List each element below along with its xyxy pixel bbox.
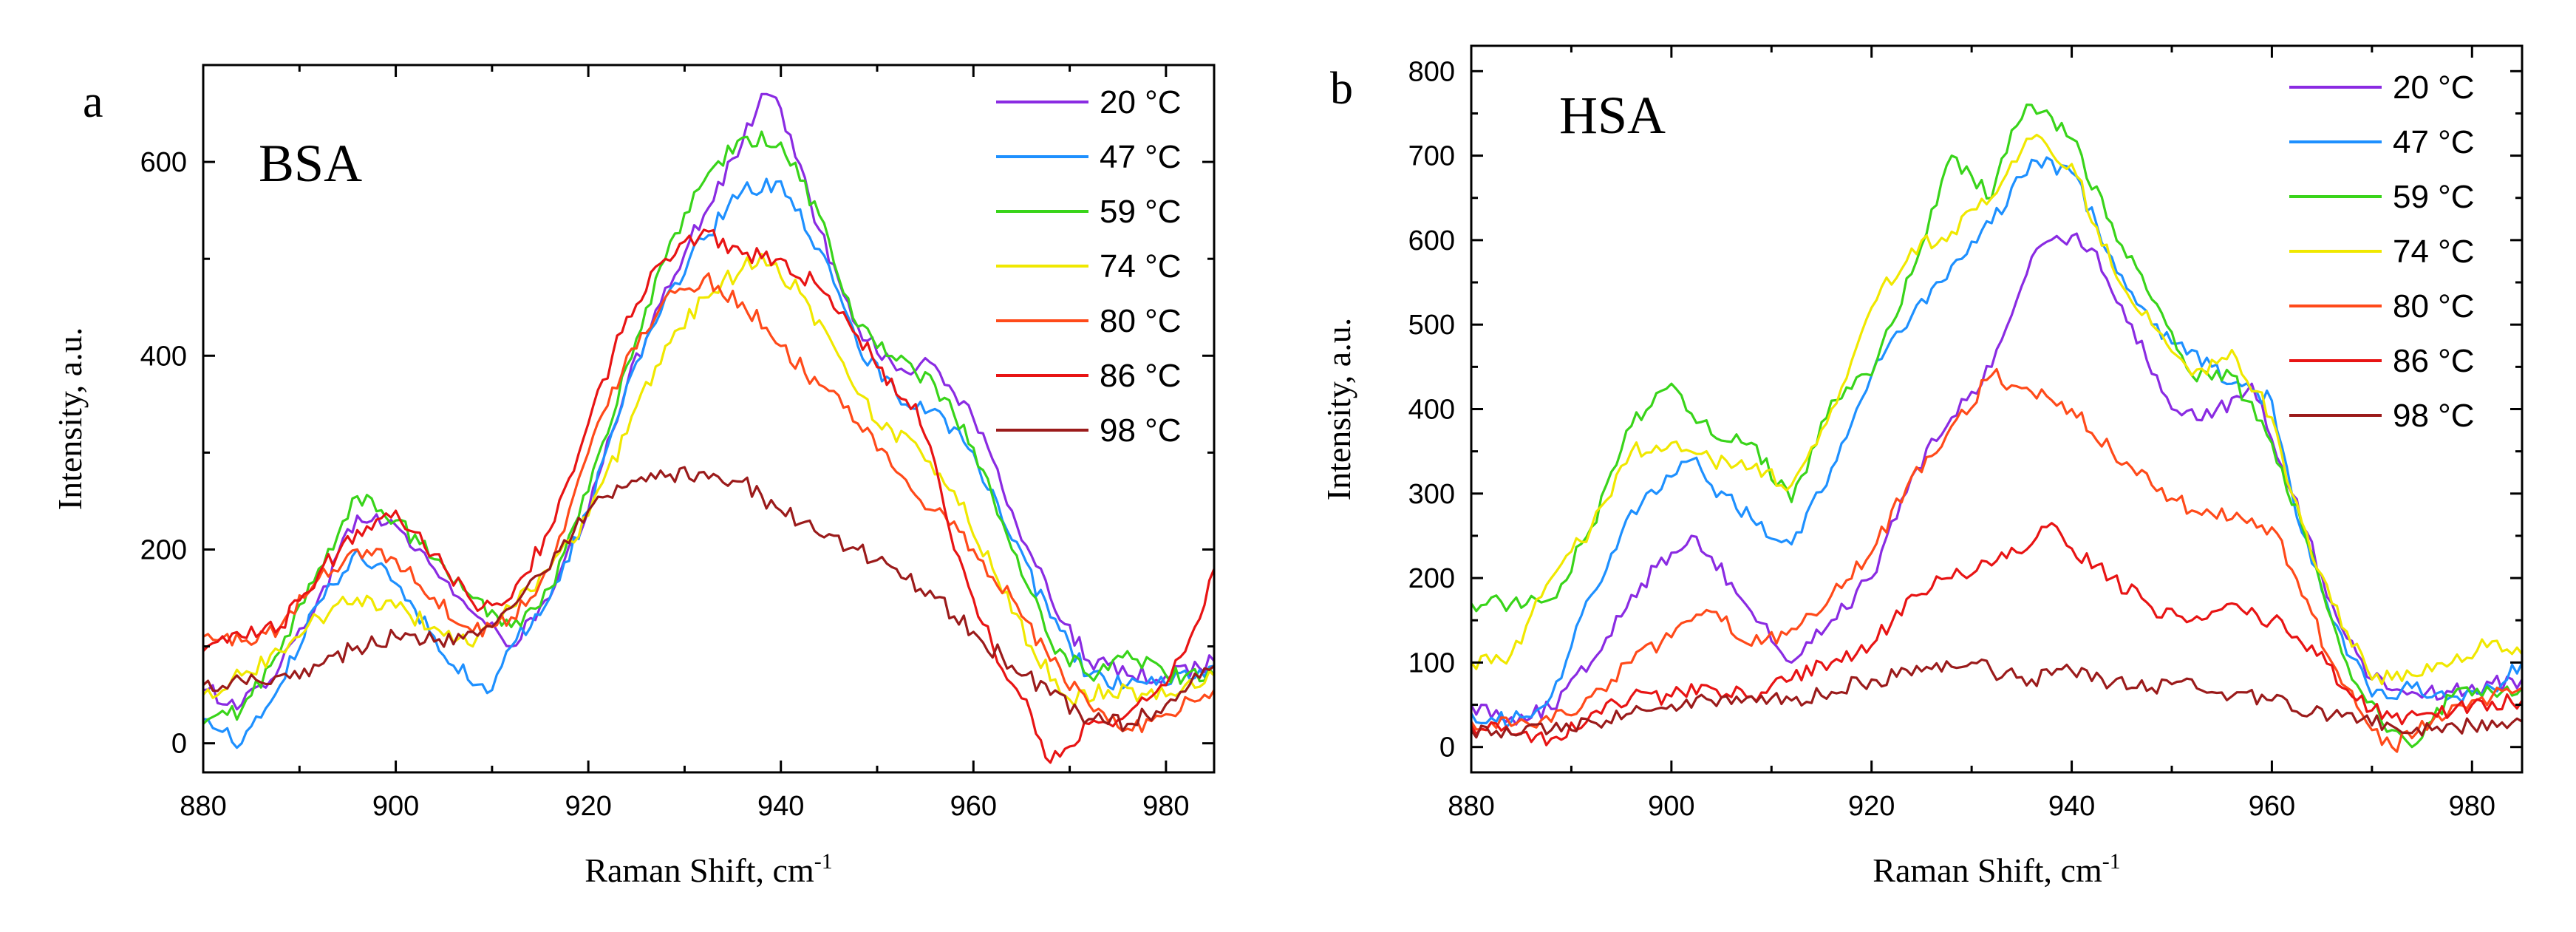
legend-label: 80 °C bbox=[2393, 288, 2475, 324]
legend-label: 74 °C bbox=[2393, 234, 2475, 270]
series-line-98C bbox=[203, 466, 1214, 732]
chart-panel-a: 880 900 920 940 960 980 0 200 400 600 Raman Shift,… bbox=[51, 64, 1216, 889]
legend-label: 20 °C bbox=[2393, 69, 2475, 106]
legend-label: 98 °C bbox=[1100, 412, 1182, 449]
sample-label: BSA bbox=[259, 134, 362, 193]
series-group bbox=[203, 92, 1214, 764]
y-tick-label: 600 bbox=[140, 147, 187, 178]
series-line-80C bbox=[1471, 367, 2522, 753]
y-tick-label: 200 bbox=[1408, 563, 1455, 594]
series-line-20C bbox=[203, 92, 1214, 711]
y-tick-label: 0 bbox=[1439, 732, 1455, 763]
series-line-74C bbox=[203, 253, 1214, 707]
legend: 20 °C 47 °C 59 °C 74 °C 80 °C 86 °C 98 °C bbox=[2289, 69, 2475, 434]
series-line-86C bbox=[203, 228, 1214, 764]
y-tick-label: 500 bbox=[1408, 310, 1455, 341]
x-tick-label: 980 bbox=[1142, 791, 1189, 822]
series-line-47C bbox=[1471, 156, 2522, 729]
x-tick-label: 980 bbox=[2449, 791, 2495, 822]
x-tick-label: 920 bbox=[565, 791, 611, 822]
plot-frame bbox=[202, 64, 1216, 774]
legend-label: 98 °C bbox=[2393, 398, 2475, 434]
y-axis-title: Intensity, a.u. bbox=[1320, 318, 1357, 500]
chart-panel-b: 880 900 920 940 960 980 0 100 200 300 400 500 600 700… bbox=[1320, 44, 2524, 889]
x-axis-title: Raman Shift, cm-1 bbox=[1873, 849, 2120, 889]
y-tick-label: 400 bbox=[1408, 395, 1455, 426]
series-line-59C bbox=[203, 130, 1214, 726]
legend-label: 74 °C bbox=[1100, 248, 1182, 285]
y-tick-label: 300 bbox=[1408, 479, 1455, 510]
x-tick-label: 920 bbox=[1848, 791, 1895, 822]
x-tick-label: 880 bbox=[180, 791, 226, 822]
series-line-59C bbox=[1471, 103, 2522, 749]
legend-label: 86 °C bbox=[1100, 358, 1182, 394]
y-tick-label: 200 bbox=[140, 534, 187, 565]
y-tick-label: 700 bbox=[1408, 141, 1455, 172]
legend-label: 47 °C bbox=[1100, 139, 1182, 175]
legend: 20 °C 47 °C 59 °C 74 °C 80 °C 86 °C 98 °C bbox=[996, 84, 1182, 449]
legend-label: 86 °C bbox=[2393, 343, 2475, 379]
series-line-20C bbox=[1471, 232, 2522, 726]
x-axis-title-text: Raman Shift, cm bbox=[1873, 851, 2102, 889]
y-tick-label: 0 bbox=[171, 729, 187, 760]
x-axis-title-text: Raman Shift, cm bbox=[585, 851, 814, 889]
legend-label: 59 °C bbox=[1100, 194, 1182, 230]
x-tick-label: 940 bbox=[757, 791, 804, 822]
series-line-74C bbox=[1471, 133, 2522, 686]
panel-letter: a bbox=[83, 77, 103, 127]
legend-label: 47 °C bbox=[2393, 124, 2475, 160]
sample-label: HSA bbox=[1559, 86, 1666, 145]
y-tick-label: 400 bbox=[140, 341, 187, 372]
x-tick-label: 940 bbox=[2048, 791, 2095, 822]
x-axis-title-superscript: -1 bbox=[814, 849, 833, 874]
series-line-80C bbox=[203, 272, 1214, 733]
series-line-86C bbox=[1471, 522, 2522, 746]
series-line-47C bbox=[203, 177, 1214, 749]
x-axis-title: Raman Shift, cm-1 bbox=[585, 849, 832, 889]
y-tick-label: 600 bbox=[1408, 225, 1455, 256]
y-tick-label: 100 bbox=[1408, 647, 1455, 678]
y-tick-label: 800 bbox=[1408, 56, 1455, 87]
x-tick-label: 960 bbox=[950, 791, 997, 822]
x-tick-label: 900 bbox=[1648, 791, 1694, 822]
panel-letter: b bbox=[1330, 64, 1353, 114]
series-group bbox=[1471, 103, 2522, 753]
x-tick-label: 900 bbox=[372, 791, 419, 822]
x-axis-title-superscript: -1 bbox=[2102, 849, 2121, 874]
series-line-98C bbox=[1471, 658, 2522, 739]
x-tick-label: 880 bbox=[1448, 791, 1494, 822]
legend-label: 80 °C bbox=[1100, 303, 1182, 339]
legend-label: 20 °C bbox=[1100, 84, 1182, 120]
x-tick-label: 960 bbox=[2249, 791, 2295, 822]
legend-label: 59 °C bbox=[2393, 179, 2475, 215]
y-axis-title: Intensity, a.u. bbox=[51, 327, 89, 510]
